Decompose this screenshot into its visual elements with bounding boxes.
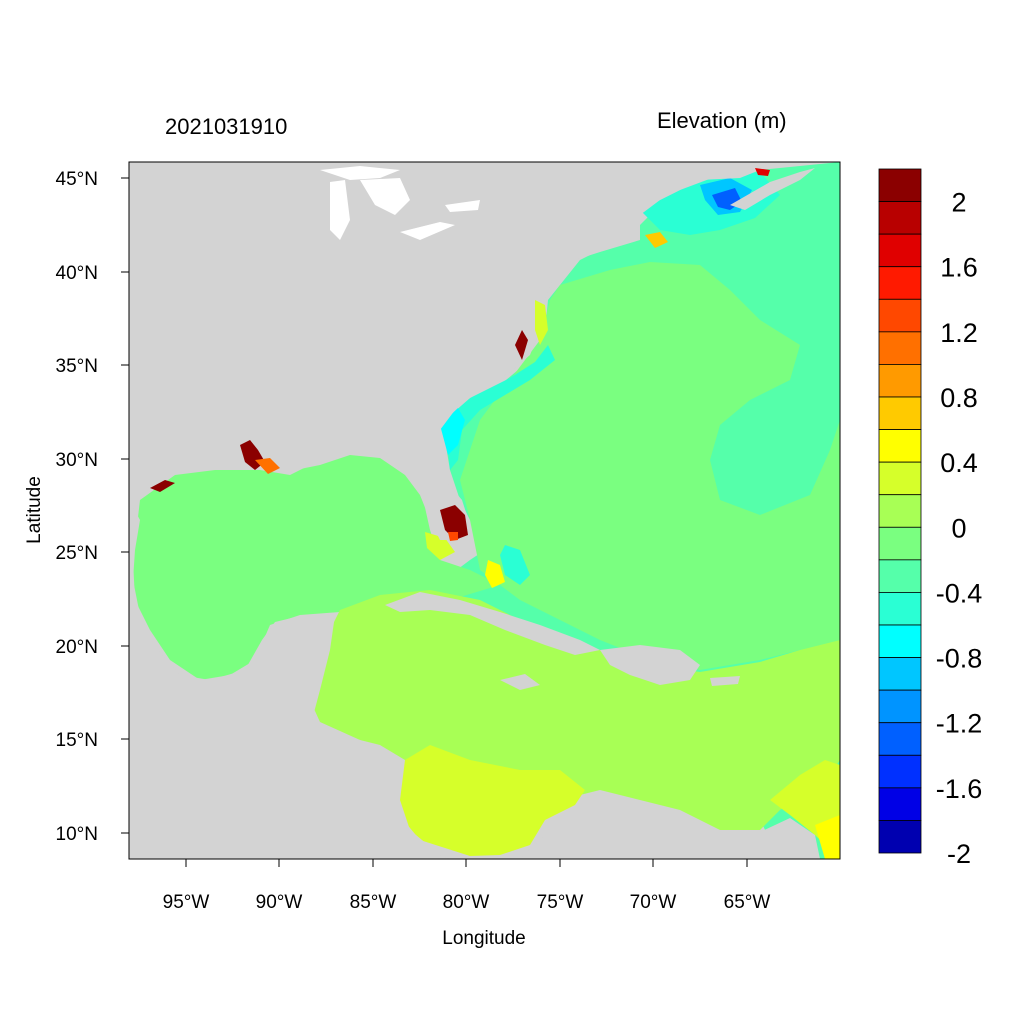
colorbar-swatch bbox=[878, 559, 922, 593]
gulf-of-mexico bbox=[133, 452, 500, 680]
lake-michigan bbox=[330, 180, 350, 240]
colorbar-swatch bbox=[878, 820, 922, 854]
colorbar-tick-label: 1.6 bbox=[940, 253, 978, 283]
colorbar-swatch bbox=[878, 754, 922, 789]
y-tick-label: 35°N bbox=[56, 356, 98, 377]
colorbar-swatch bbox=[878, 657, 922, 691]
colorbar-swatch bbox=[878, 624, 922, 658]
land-cuba bbox=[385, 592, 600, 655]
x-axis: 95°W 90°W 85°W 80°W 75°W 70°W 65°W Longi… bbox=[163, 859, 771, 949]
colorbar-swatch bbox=[878, 689, 922, 724]
colorbar-swatch bbox=[878, 266, 922, 300]
colorbar-tick-label: -1.6 bbox=[936, 774, 983, 804]
colorbar-swatch bbox=[878, 168, 922, 202]
colorbar-swatch bbox=[878, 364, 922, 398]
surge-south-florida bbox=[440, 505, 468, 540]
lake-huron bbox=[360, 178, 410, 215]
y-tick-label: 30°N bbox=[56, 450, 98, 471]
colorbar-swatch bbox=[878, 201, 922, 235]
x-tick-label: 80°W bbox=[443, 892, 490, 913]
map-plot bbox=[129, 162, 840, 859]
colorbar-tick-label: -1.2 bbox=[936, 709, 983, 739]
colorbar-swatch bbox=[878, 787, 922, 821]
colorbar-tick-label: 0.4 bbox=[940, 448, 978, 478]
y-tick-label: 40°N bbox=[56, 263, 98, 284]
x-tick-label: 65°W bbox=[724, 892, 771, 913]
x-axis-label: Longitude bbox=[442, 928, 525, 949]
x-tick-label: 70°W bbox=[630, 892, 677, 913]
colorbar-swatch bbox=[878, 592, 922, 626]
colorbar-swatch bbox=[878, 526, 922, 561]
y-tick-label: 45°N bbox=[56, 169, 98, 190]
florida-bay-surge bbox=[425, 532, 455, 560]
y-tick-label: 20°N bbox=[56, 637, 98, 658]
colorbar-swatch bbox=[878, 429, 922, 463]
atlantic-zero-region bbox=[460, 262, 840, 670]
colorbar-tick-label: -2 bbox=[947, 839, 971, 869]
colorbar-tick-label: -0.8 bbox=[936, 644, 983, 674]
y-tick-label: 10°N bbox=[56, 824, 98, 845]
colorbar-tick-label: 1.2 bbox=[940, 318, 978, 348]
x-tick-label: 95°W bbox=[163, 892, 210, 913]
south-caribbean bbox=[395, 745, 585, 856]
timestamp-title: 2021031910 bbox=[165, 114, 287, 139]
se-coastal-low bbox=[445, 345, 555, 470]
bahamas-bank bbox=[500, 545, 530, 585]
colorbar-swatch bbox=[878, 494, 922, 528]
orinoco-plume bbox=[815, 815, 840, 859]
x-tick-label: 90°W bbox=[256, 892, 303, 913]
plot-frame bbox=[128, 161, 841, 860]
surge-east-coast bbox=[515, 330, 528, 360]
colorbar-swatch bbox=[878, 233, 922, 268]
y-tick-label: 15°N bbox=[56, 730, 98, 751]
lake-ontario bbox=[445, 200, 480, 212]
land-south-america bbox=[520, 800, 820, 859]
x-tick-label: 75°W bbox=[537, 892, 584, 913]
colorbar: 2 1.6 1.2 0.8 0.4 0 -0.4 -0.8 -1.2 -1.6 -2 bbox=[878, 168, 983, 869]
land-nova-scotia bbox=[730, 168, 815, 210]
land-jamaica bbox=[500, 674, 540, 690]
bahamas-yellow bbox=[485, 560, 505, 588]
surge-sw-florida-orange bbox=[448, 532, 458, 541]
colorbar-tick-label: 0 bbox=[951, 513, 966, 543]
colorbar-swatch bbox=[878, 722, 922, 756]
x-tick-label: 85°W bbox=[350, 892, 397, 913]
colorbar-swatch bbox=[878, 461, 922, 496]
lake-superior bbox=[320, 166, 400, 180]
colorbar-swatch bbox=[878, 331, 922, 365]
colorbar-tick-label: 2 bbox=[951, 188, 966, 218]
colorbar-title: Elevation (m) bbox=[657, 108, 787, 133]
y-tick-label: 25°N bbox=[56, 543, 98, 564]
colorbar-tick-label: -0.4 bbox=[936, 578, 983, 608]
surge-texas bbox=[150, 480, 175, 492]
y-axis: 10°N 15°N 20°N 25°N 30°N 35°N 40°N 45°N … bbox=[24, 169, 129, 845]
colorbar-tick-label: 0.8 bbox=[940, 383, 978, 413]
y-axis-label: Latitude bbox=[24, 476, 45, 544]
colorbar-swatch bbox=[878, 298, 922, 333]
land-hispaniola bbox=[600, 645, 700, 685]
surge-new-england bbox=[645, 232, 668, 248]
surge-nova-scotia bbox=[755, 168, 770, 176]
chesapeake-yellow bbox=[535, 300, 548, 345]
land-usa bbox=[129, 162, 760, 540]
land-mexico bbox=[129, 500, 450, 859]
colorbar-swatch bbox=[878, 396, 922, 430]
land-puerto-rico bbox=[710, 676, 740, 686]
lake-erie bbox=[400, 222, 455, 240]
surge-louisiana-orange bbox=[255, 458, 280, 474]
